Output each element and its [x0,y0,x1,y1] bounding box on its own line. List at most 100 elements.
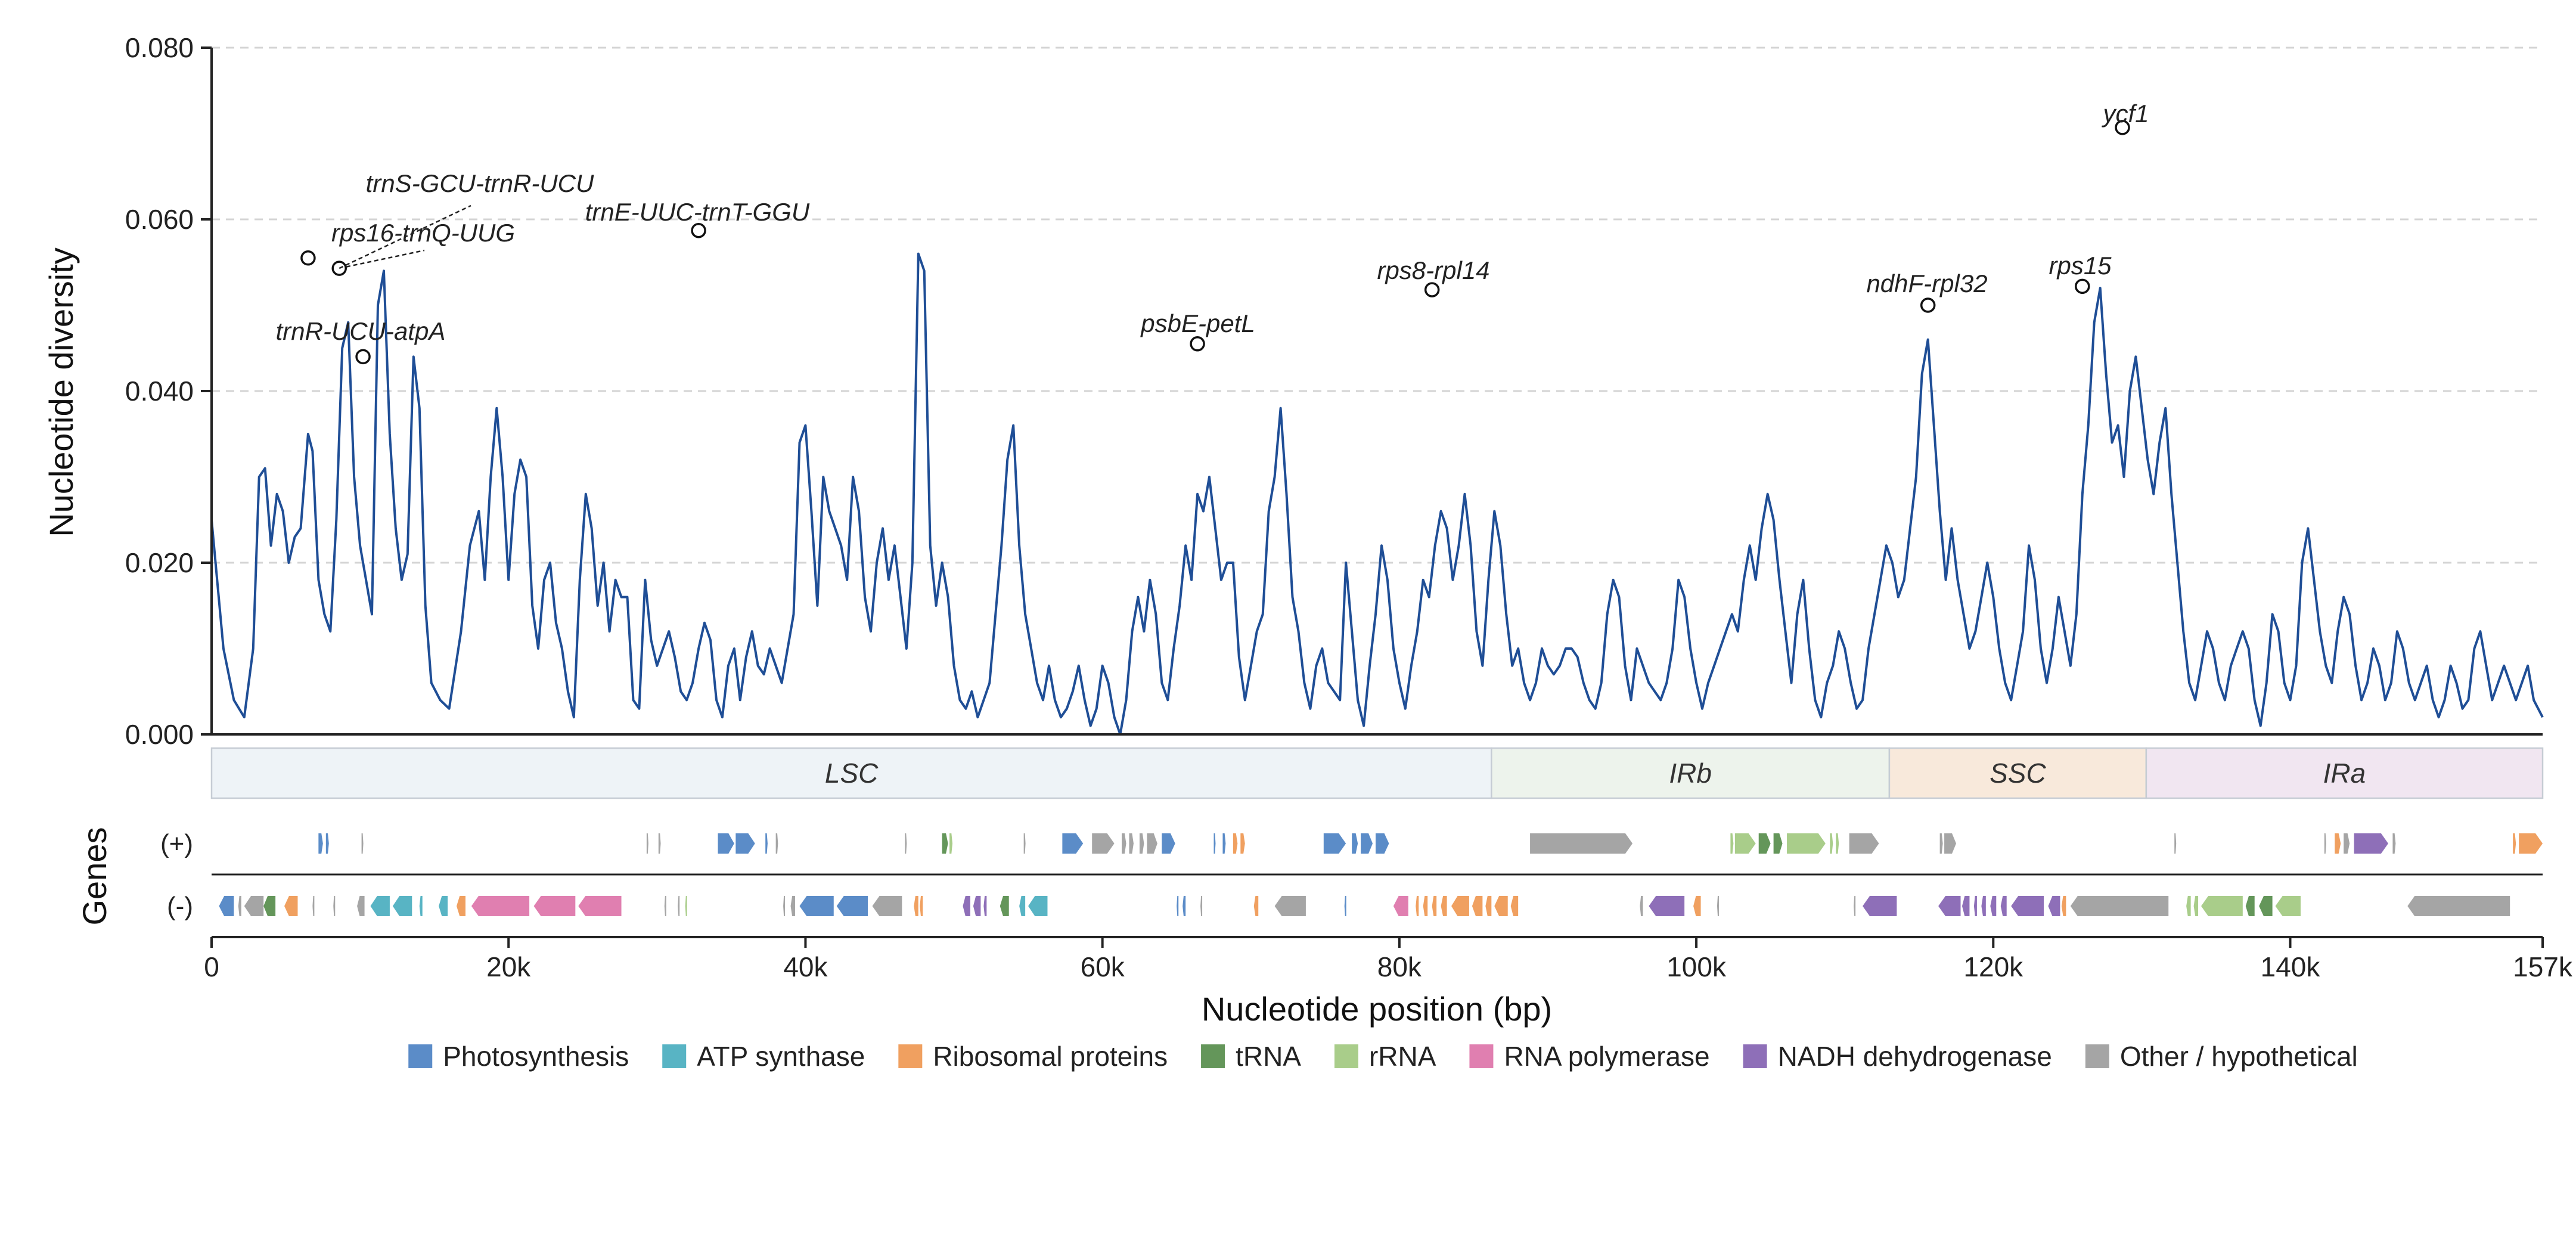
gene-minus-strand [1441,896,1447,916]
gene-minus-strand [1177,896,1179,916]
gene-minus-strand [1717,896,1719,916]
gene-minus-strand [419,896,423,916]
gene-plus-strand [1092,833,1115,854]
peak-marker [1424,282,1440,297]
gene-plus-strand [1213,833,1216,854]
gene-minus-strand [2000,896,2007,916]
gene-minus-strand [1693,896,1701,916]
gene-minus-strand [284,896,298,916]
gene-plus-strand [905,833,907,854]
gene-minus-strand [1451,896,1469,916]
gene-plus-strand [1836,833,1839,854]
gene-plus-strand [658,833,661,854]
x-tick-label: 60k [1081,951,1125,982]
gene-plus-strand [2354,833,2388,854]
gene-minus-strand [439,896,448,916]
gene-plus-strand [1023,833,1026,854]
gene-minus-strand [533,896,576,916]
gene-minus-strand [2193,896,2199,916]
legend-swatch [1334,1044,1358,1068]
x-tick-label: 120k [1963,951,2023,982]
gene-minus-strand [1416,896,1419,916]
x-tick-label: 20k [486,951,531,982]
gene-minus-strand [836,896,868,916]
legend-swatch [1743,1044,1767,1068]
gene-minus-strand [2275,896,2301,916]
gene-minus-strand [1640,896,1643,916]
legend-label: rRNA [1369,1041,1436,1072]
gene-minus-strand [1472,896,1483,916]
gene-minus-strand [664,896,666,916]
gene-minus-strand [1494,896,1508,916]
region-block [1888,747,2147,799]
gene-minus-strand [1432,896,1437,916]
gene-plus-strand [1939,833,1943,854]
gene-minus-strand [238,896,241,916]
gene-plus-strand [1830,833,1833,854]
gene-minus-strand [678,896,680,916]
peak-marker [355,349,371,365]
gene-plus-strand [1849,833,1879,854]
gene-minus-strand [914,896,918,916]
gene-minus-strand [312,896,315,916]
gene-plus-strand [765,833,768,854]
x-tick-label: 40k [783,951,828,982]
gene-minus-strand [2011,896,2044,916]
gene-minus-strand [2259,896,2273,916]
gene-minus-strand [1253,896,1259,916]
gene-minus-strand [1510,896,1519,916]
gene-minus-strand [1393,896,1408,916]
gene-minus-strand [1962,896,1970,916]
gene-plus-strand [2513,833,2516,854]
gene-minus-strand [457,896,465,916]
gene-plus-strand [1758,833,1771,854]
gene-plus-strand [775,833,778,854]
peak-leader-line [339,204,471,269]
x-tick-label: 100k [1666,951,1727,982]
peak-label: trnE-UUC-trnT-GGU [585,198,810,226]
gene-minus-strand [392,896,412,916]
gene-minus-strand [1183,896,1186,916]
gene-minus-strand [1863,896,1897,916]
gene-minus-strand [263,896,276,916]
strand-plus-label: (+) [160,829,193,858]
legend-label: Ribosomal proteins [933,1041,1168,1072]
legend-label: tRNA [1236,1041,1301,1072]
peak-leader-line [339,249,425,269]
region-label: IRa [2323,758,2366,789]
gene-minus-strand [1423,896,1428,916]
gene-minus-strand [783,896,786,916]
x-axis: 0 20k 40k 60k 80k 100k 120k 140k 157k [204,936,2573,982]
gene-minus-strand [244,896,264,916]
legend-swatch [1469,1044,1494,1068]
gene-plus-strand [1129,833,1134,854]
gene-minus-strand [963,896,970,916]
gene-minus-strand [1274,896,1306,916]
gene-minus-strand [2048,896,2060,916]
diversity-line-layer [210,252,2544,736]
gene-minus-strand [2407,896,2510,916]
peak-marker [2075,278,2090,294]
strand-minus-label: (-) [167,892,193,921]
y-tick-label: 0.020 [125,547,194,578]
x-tick-label: 140k [2261,951,2321,982]
legend-swatch [408,1044,433,1068]
gene-minus-strand [578,896,622,916]
y-tick-label: 0.040 [125,376,194,407]
region-block [2145,747,2544,799]
gene-plus-strand [1361,833,1373,854]
legend-label: Photosynthesis [443,1041,629,1072]
y-tick-label: 0.080 [125,32,194,63]
gene-minus-strand [1028,896,1048,916]
gene-minus-strand [333,896,336,916]
gene-minus-strand [1990,896,1997,916]
gene-minus-strand [790,896,795,916]
legend-swatch [662,1044,687,1068]
gene-minus-strand [1973,896,1977,916]
gene-minus-strand [1485,896,1492,916]
gene-plus-strand [2392,833,2396,854]
gene-minus-strand [1019,896,1026,916]
legend-label: ATP synthase [697,1041,865,1072]
x-tick-label: 0 [204,951,219,982]
